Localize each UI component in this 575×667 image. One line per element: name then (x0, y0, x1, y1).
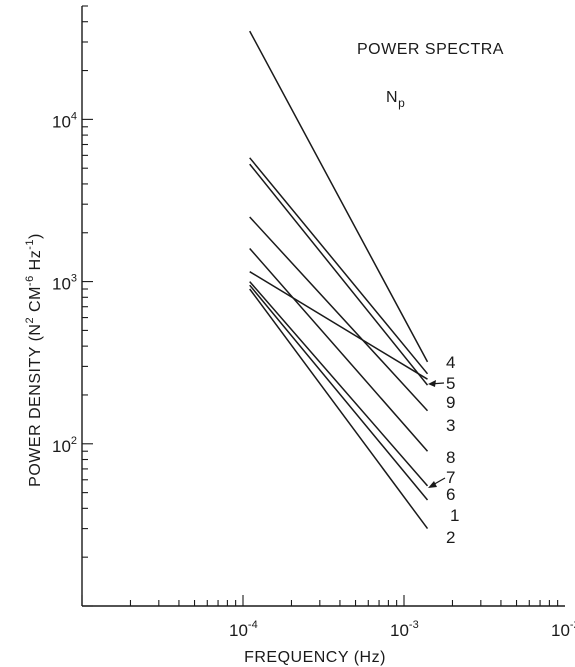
y-tick-label: 103 (52, 273, 77, 294)
series-line-1 (249, 284, 429, 501)
series-line-7 (249, 271, 428, 380)
plot-frame (81, 6, 565, 607)
series-line-9 (249, 163, 429, 386)
y-tick-label-base: 10 (52, 437, 71, 456)
y-axis-title: POWER DENSITY (N2 CM-6 Hz-1) (24, 233, 44, 487)
chart-subtitle-main: N (386, 89, 398, 106)
y-tick-label-exp: 3 (71, 273, 77, 285)
x-tick-label-exp: -2 (570, 619, 575, 631)
series-line-4 (249, 30, 429, 363)
x-tick-label-exp: -4 (248, 619, 258, 631)
x-tick-label: 10-3 (390, 619, 419, 640)
series-label-5: 5 (446, 374, 455, 393)
y-tick-label-exp: 2 (71, 435, 77, 447)
y-axis-title-mid1: CM (27, 286, 44, 317)
y-axis-title-prefix: POWER DENSITY (N (27, 324, 44, 487)
arrow-head-7 (428, 481, 437, 488)
y-tick-label: 102 (52, 435, 77, 456)
series-label-3: 3 (446, 416, 455, 435)
series-line-5 (249, 157, 429, 375)
series-label-1: 1 (450, 506, 459, 525)
x-axis-title: FREQUENCY (Hz) (244, 649, 386, 666)
tick-labels: 10-410-310-2102103104 (52, 110, 575, 640)
series-line-6 (249, 281, 429, 487)
arrow-head-5 (428, 380, 436, 387)
x-tick-label: 10-4 (229, 619, 258, 640)
series-group (249, 30, 429, 530)
y-tick-label-base: 10 (52, 112, 71, 131)
chart-annotation: POWER SPECTRA Np (357, 41, 504, 110)
y-axis-title-sup1: 2 (24, 317, 36, 324)
y-axis-title-suffix: ) (27, 233, 44, 239)
y-axis-title-sup3: -1 (24, 239, 36, 250)
x-tick-label-base: 10 (390, 621, 409, 640)
series-labels: 4 5 9 3 8 7 6 1 2 (446, 353, 459, 547)
chart-title: POWER SPECTRA (357, 41, 504, 58)
x-tick-label-base: 10 (229, 621, 248, 640)
series-label-9: 9 (446, 393, 455, 412)
label-arrows (428, 380, 446, 488)
y-tick-label-exp: 4 (71, 110, 77, 122)
series-line-3 (249, 216, 429, 412)
chart-subtitle-sub: p (398, 96, 405, 110)
series-line-2 (249, 288, 429, 530)
chart-subtitle: Np (386, 89, 405, 110)
series-label-2: 2 (446, 528, 455, 547)
y-tick-label: 104 (52, 110, 77, 131)
series-label-4: 4 (446, 353, 455, 372)
axis-ticks (81, 5, 559, 607)
x-tick-label: 10-2 (551, 619, 575, 640)
y-axis-title-mid2: Hz (27, 250, 44, 276)
y-tick-label-base: 10 (52, 275, 71, 294)
y-axis-title-sup2: -6 (24, 275, 36, 286)
x-tick-label-base: 10 (551, 621, 570, 640)
series-label-6: 6 (446, 485, 455, 504)
series-line-8 (249, 248, 429, 452)
x-tick-label-exp: -3 (409, 619, 419, 631)
series-label-8: 8 (446, 448, 455, 467)
series-label-7: 7 (446, 468, 455, 487)
